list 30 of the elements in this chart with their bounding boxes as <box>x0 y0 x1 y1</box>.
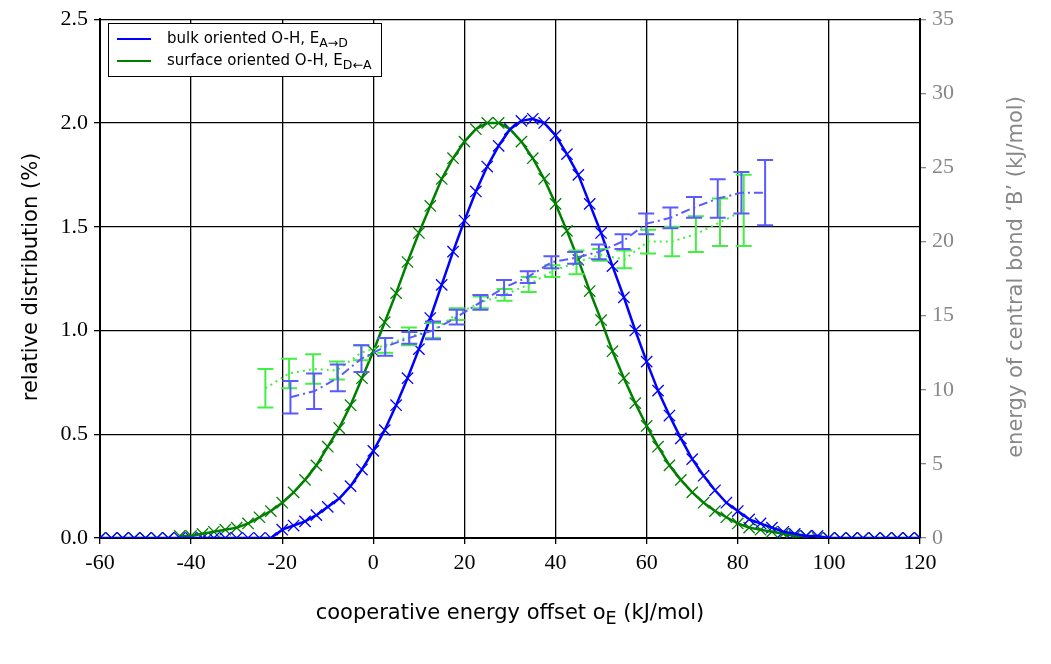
x-tick-label: 40 <box>544 548 567 574</box>
y-tick-label: 1.0 <box>60 316 88 342</box>
y2-tick-label: 10 <box>932 375 954 401</box>
y-axis-title: relative distribution (%) <box>18 152 42 401</box>
y2-tick-label: 20 <box>932 227 954 253</box>
x-tick-label: 0 <box>367 548 379 574</box>
x-tick-label: 60 <box>635 548 658 574</box>
x-tick-label: 20 <box>453 548 476 574</box>
x-tick-label: -60 <box>85 548 115 574</box>
point <box>615 249 634 270</box>
legend-label: surface oriented O-H, E$_{D←A}$ <box>167 50 372 72</box>
y2-tick-label: 0 <box>932 523 943 549</box>
y2-axis-title: energy of central bond ‘B’ (kJ/mol) <box>1003 95 1027 458</box>
y-tick-label: 0.0 <box>60 523 88 549</box>
x-tick-label: 80 <box>726 548 749 574</box>
y-tick-label: 0.5 <box>60 420 88 446</box>
y2-tick-label: 25 <box>932 153 954 179</box>
y-tick-label: 2.0 <box>60 108 88 134</box>
y2-tick-label: 5 <box>932 449 943 475</box>
y-tick-label: 2.5 <box>60 4 88 30</box>
x-tick-label: -20 <box>267 548 297 574</box>
x-tick-label: 100 <box>812 548 846 574</box>
legend-label: bulk oriented O-H, E$_{A→D}$ <box>167 28 348 50</box>
y-tick-label: 1.5 <box>60 212 88 238</box>
x-tick-label: 120 <box>903 548 937 574</box>
x-tick-label: -40 <box>176 548 206 574</box>
y2-tick-label: 15 <box>932 301 954 327</box>
y2-tick-label: 35 <box>932 4 954 30</box>
y2-tick-label: 30 <box>932 79 954 105</box>
x-axis-title: cooperative energy offset o$_{E}$ (kJ/mol) <box>315 600 705 629</box>
